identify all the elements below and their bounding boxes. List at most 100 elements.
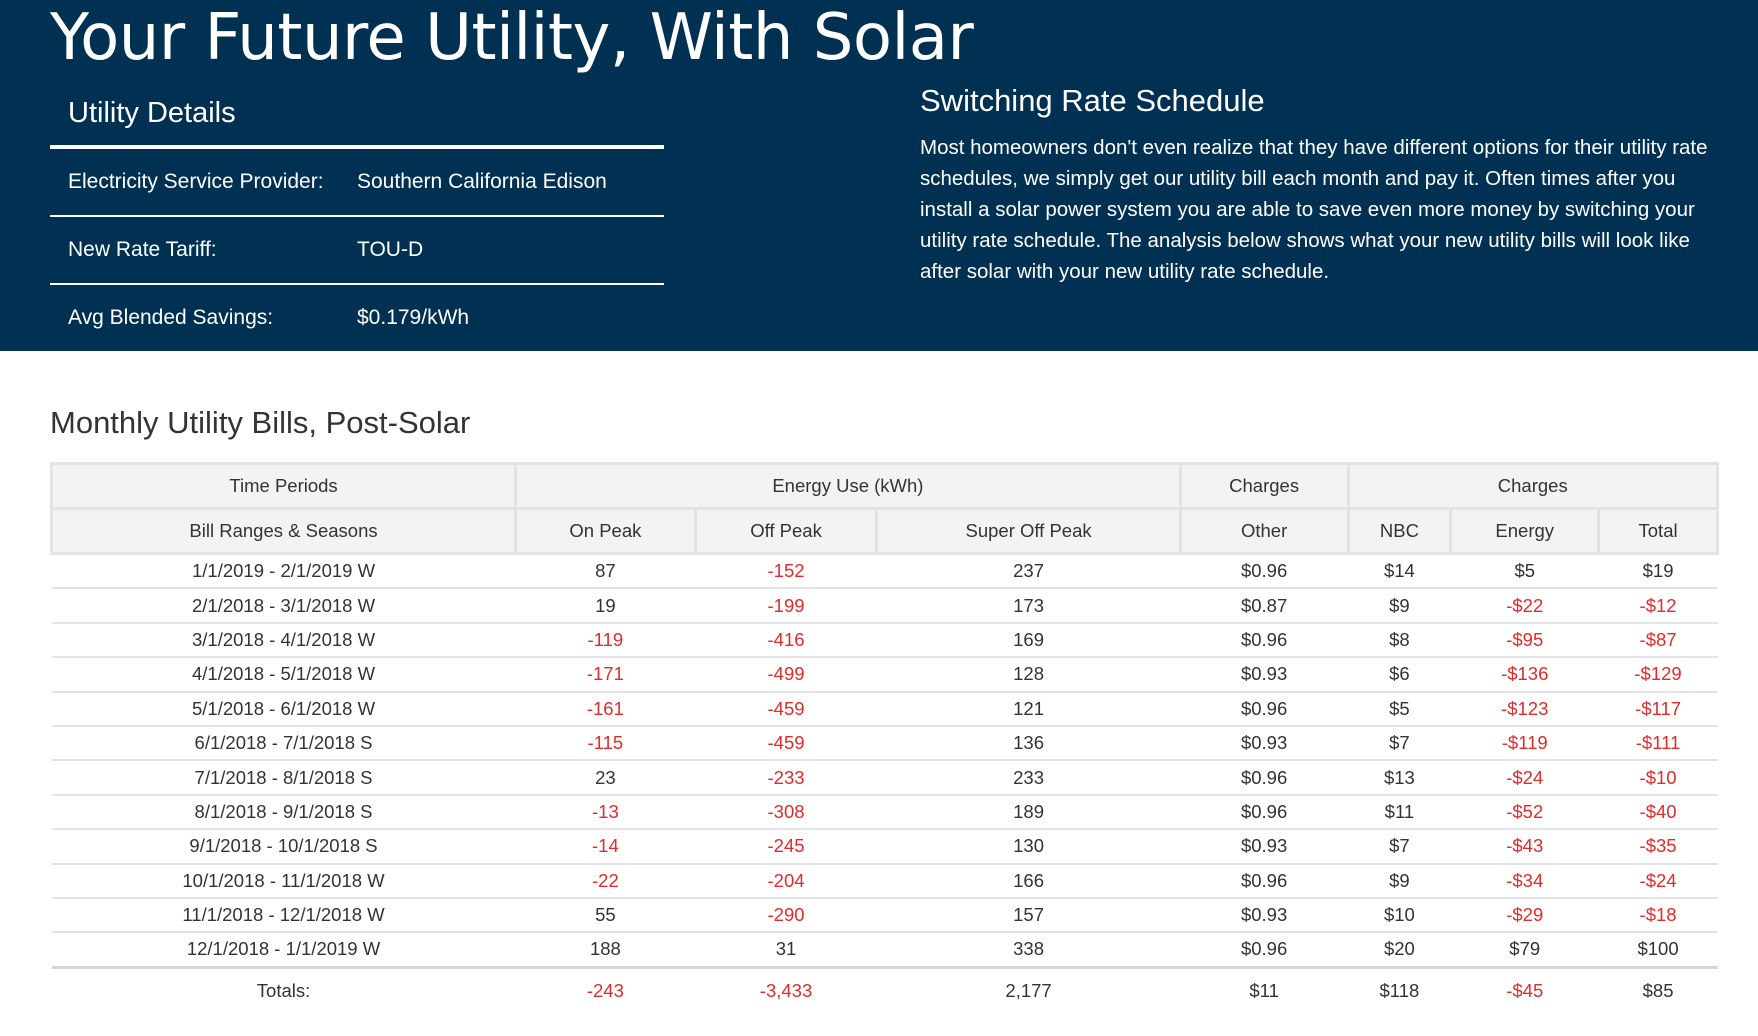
table-cell: -22 (515, 863, 696, 899)
table-row: 8/1/2018 - 9/1/2018 S -13 -308 189 $0.96 $11-… (51, 794, 1718, 831)
table-cell: 23 (515, 760, 696, 796)
provider-label: Electricity Service Provider: (68, 170, 324, 193)
table-row: 7/1/2018 - 8/1/2018 S 23 -233 233 $0.96 $13 -$… (51, 760, 1718, 796)
detail-row-tariff: New Rate Tariff: TOU-D (50, 217, 664, 285)
table-cell: -$111 (1598, 725, 1718, 762)
table-cell: $6 (1348, 657, 1451, 693)
table-cell: $19 (1598, 553, 1718, 590)
savings-label: Avg Blended Savings: (68, 306, 274, 329)
column-header: Super Off Peak (875, 507, 1182, 555)
table-cell: -$29 (1450, 897, 1599, 934)
table-cell: 7/1/2018 - 8/1/2018 S (51, 760, 516, 796)
table-cell: $100 (1598, 932, 1718, 969)
table-cell: -$24 (1598, 863, 1718, 899)
table-cell: -14 (515, 829, 696, 865)
table-cell: -$43 (1450, 829, 1599, 865)
table-cell: 12/1/2018 - 1/1/2019 W (51, 932, 516, 969)
table-cell: -$129 (1598, 657, 1718, 693)
table-cell: $11 (1249, 979, 1279, 1001)
table-cell: $9 (1348, 588, 1451, 624)
table-cell: -$87 (1598, 622, 1718, 659)
table-row: 4/1/2018 - 5/1/2018 W -171 -499 128 $0.93 $6-… (51, 657, 1718, 693)
table-cell: -499 (695, 657, 877, 693)
table-cell: 188 (515, 932, 696, 969)
table-cell: 9/1/2018 - 10/1/2018 S (51, 829, 516, 865)
bills-section-title: Monthly Utility Bills, Post-Solar (50, 405, 471, 440)
table-cell: -$117 (1598, 691, 1718, 727)
table-cell: 1/1/2019 - 2/1/2019 W (51, 553, 516, 590)
column-header-row: Bill Ranges & Seasons On Peak Off Peak S… (49, 507, 1719, 555)
table-cell: -119 (515, 622, 696, 659)
table-cell: -161 (515, 691, 696, 727)
table-cell: 169 (876, 622, 1181, 659)
detail-row-provider: Electricity Service Provider: Southern C… (50, 149, 664, 217)
table-cell: $11 (1348, 794, 1451, 831)
table-cell: 166 (876, 863, 1181, 899)
table-cell: $0.96 (1180, 622, 1348, 659)
table-cell: -$95 (1450, 622, 1599, 659)
table-cell: $14 (1348, 553, 1451, 590)
table-cell: -171 (515, 657, 696, 693)
table-cell: -$24 (1450, 760, 1599, 796)
switching-description: Most homeowners don't even realize that … (920, 136, 1708, 283)
table-cell: $0.93 (1180, 897, 1348, 934)
table-cell: 189 (876, 794, 1181, 831)
table-cell: $0.96 (1180, 794, 1348, 831)
table-cell: $0.96 (1180, 691, 1348, 727)
group-header-row: Time Periods Energy Use (kWh) Charges Ch… (49, 462, 1719, 510)
table-cell: -152 (695, 553, 877, 590)
switching-rate-panel: Switching Rate Schedule Most homeowners … (920, 80, 1728, 287)
table-cell: 128 (876, 657, 1181, 693)
table-cell: 157 (876, 897, 1181, 934)
table-cell: $9 (1348, 863, 1451, 899)
table-cell: -459 (695, 725, 877, 762)
group-header-charges-other: Charges (1178, 462, 1350, 510)
table-cell: -$45 (1506, 979, 1544, 1001)
table-cell: $7 (1348, 725, 1451, 762)
table-cell: $0.93 (1180, 829, 1348, 865)
table-cell: 3/1/2018 - 4/1/2018 W (51, 622, 516, 659)
table-row: 9/1/2018 - 10/1/2018 S -14 -245 130 $0.93 $7-… (51, 829, 1718, 865)
table-cell: $13 (1348, 760, 1451, 796)
table-cell: 338 (876, 932, 1181, 969)
table-cell: 6/1/2018 - 7/1/2018 S (51, 725, 516, 762)
column-header: Bill Ranges & Seasons (49, 507, 518, 555)
table-cell: $7 (1348, 829, 1451, 865)
table-cell: 31 (695, 932, 877, 969)
monthly-bills-table: Time Periods Energy Use (kWh) Charges Ch… (49, 462, 1719, 1013)
table-cell: $118 (1379, 979, 1420, 1001)
table-cell: $0.96 (1180, 553, 1348, 590)
table-cell: $10 (1348, 897, 1451, 934)
table-cell: -$12 (1598, 588, 1718, 624)
table-cell: -$123 (1450, 691, 1599, 727)
table-row: 2/1/2018 - 3/1/2018 W 19 -199 173 $0.87 $9 -$2… (51, 588, 1718, 624)
table-cell: 2,177 (1005, 979, 1052, 1001)
table-cell: 233 (876, 760, 1181, 796)
table-cell: -$10 (1598, 760, 1718, 796)
table-cell: 19 (515, 588, 696, 624)
table-cell: -$35 (1598, 829, 1718, 865)
group-header-energy-use: Energy Use (kWh) (514, 462, 1182, 510)
table-row: 1/1/2019 - 2/1/2019 W 87 -152 237 $0.96 $14 $5… (51, 553, 1718, 590)
table-cell: -243 (586, 979, 624, 1001)
table-cell: $85 (1642, 979, 1674, 1001)
table-cell: -204 (695, 863, 877, 899)
table-cell: -$34 (1450, 863, 1599, 899)
column-header: Off Peak (693, 507, 879, 555)
table-cell: -$22 (1450, 588, 1599, 624)
table-cell: -3,433 (759, 979, 813, 1001)
table-row: 10/1/2018 - 11/1/2018 W -22 -204 166 $0.96 $9… (51, 863, 1718, 899)
table-cell: -$18 (1598, 897, 1718, 934)
hero-banner: Your Future Utility, With Solar Utility … (0, 0, 1758, 353)
group-header-time-periods: Time Periods (49, 462, 518, 510)
table-cell: -459 (695, 691, 877, 727)
utility-details-panel: Utility Details Electricity Service Prov… (50, 90, 664, 353)
table-cell: 5/1/2018 - 6/1/2018 W (51, 691, 516, 727)
table-row: 3/1/2018 - 4/1/2018 W -119 -416 169 $0.96 $8-… (51, 622, 1718, 659)
table-cell: -13 (515, 794, 696, 831)
table-cell: 136 (876, 725, 1181, 762)
column-header: Other (1178, 507, 1350, 555)
table-cell: $20 (1348, 932, 1451, 969)
table-row: 12/1/2018 - 1/1/2019 W 188 31 338 $0.96 $20 $7… (51, 932, 1718, 969)
totals-row: Totals: -243 -3,433 2,177 $11 $118 -$45 … (52, 967, 1718, 1013)
